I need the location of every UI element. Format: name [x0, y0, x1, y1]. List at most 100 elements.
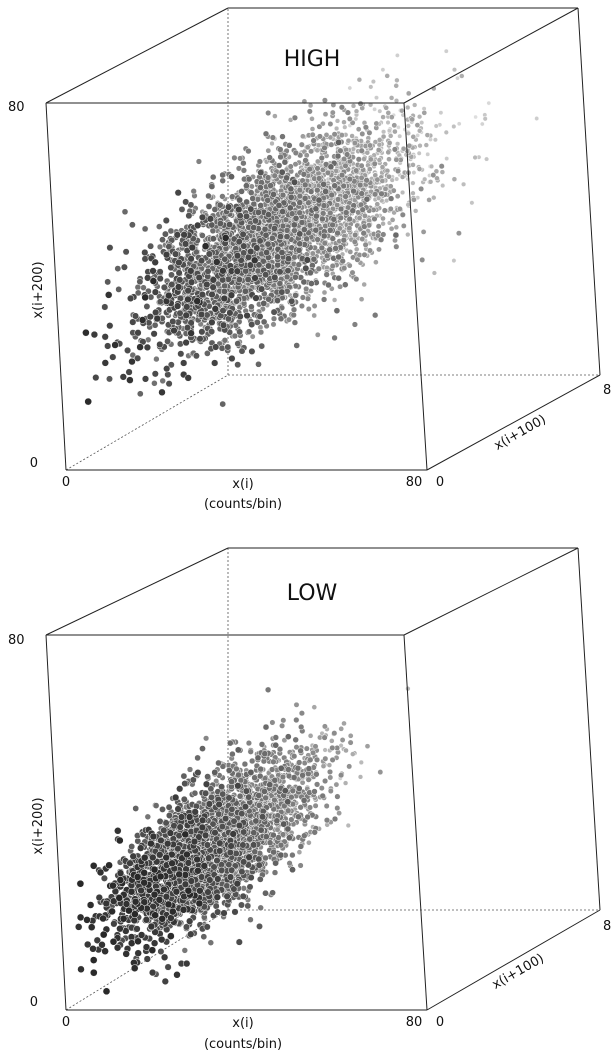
data-point	[272, 734, 280, 741]
data-point	[275, 202, 283, 209]
data-point	[376, 137, 383, 143]
data-point	[409, 116, 416, 123]
data-point	[349, 269, 356, 276]
data-point	[337, 283, 344, 290]
data-point	[249, 333, 256, 340]
data-point	[301, 181, 309, 189]
data-point	[314, 187, 321, 194]
data-point	[279, 191, 287, 199]
data-point	[287, 163, 294, 170]
data-point	[275, 162, 283, 169]
data-point	[430, 172, 437, 179]
data-point	[302, 157, 309, 164]
data-point	[265, 262, 272, 270]
data-point	[328, 191, 335, 199]
data-point	[419, 120, 425, 126]
data-point	[469, 200, 475, 206]
data-point	[342, 780, 349, 786]
data-point	[385, 119, 391, 126]
data-point	[289, 787, 296, 794]
data-point	[399, 107, 405, 114]
data-point	[305, 306, 312, 312]
data-point	[311, 704, 318, 710]
data-point	[283, 233, 291, 241]
data-point	[251, 274, 259, 282]
data-point	[250, 224, 258, 232]
data-point	[127, 294, 135, 302]
data-point	[285, 766, 292, 773]
data-point	[205, 203, 213, 210]
data-point	[361, 281, 367, 288]
data-point	[292, 214, 300, 222]
data-point	[362, 124, 369, 131]
data-point	[405, 90, 412, 97]
data-point	[315, 265, 322, 272]
data-point	[141, 375, 150, 383]
data-point	[426, 197, 432, 203]
data-point	[235, 771, 242, 779]
data-point	[184, 287, 192, 295]
data-point	[393, 156, 400, 163]
data-point	[131, 312, 140, 320]
data-point	[334, 152, 342, 160]
data-point	[307, 102, 314, 109]
data-point	[338, 171, 346, 179]
data-point	[122, 248, 130, 256]
data-point	[387, 195, 395, 202]
data-point	[415, 133, 421, 138]
box-edge	[577, 7, 601, 376]
data-point	[188, 243, 197, 252]
data-point	[219, 193, 226, 200]
y-tick-min: 0	[436, 475, 444, 490]
data-point	[323, 271, 330, 278]
data-point	[235, 205, 243, 214]
data-point	[172, 250, 180, 258]
data-point	[264, 196, 272, 204]
data-point	[400, 145, 407, 152]
data-point	[361, 223, 368, 230]
data-point	[379, 178, 386, 184]
data-point	[292, 149, 299, 156]
data-point	[238, 188, 245, 195]
data-point	[350, 103, 357, 109]
data-point	[357, 100, 364, 107]
data-point	[375, 223, 382, 230]
data-point	[451, 258, 457, 264]
data-point	[329, 221, 336, 229]
data-point	[320, 232, 328, 240]
data-point	[215, 759, 222, 767]
data-point	[438, 110, 444, 116]
data-point	[291, 319, 299, 326]
data-point	[331, 131, 338, 138]
data-point	[372, 106, 377, 112]
data-point	[256, 312, 264, 320]
data-point	[257, 202, 265, 209]
data-point	[432, 137, 438, 143]
data-point	[338, 772, 345, 779]
data-point	[350, 187, 357, 195]
data-point	[272, 113, 278, 119]
data-point	[337, 205, 345, 213]
data-point	[286, 860, 293, 867]
data-point	[229, 750, 236, 758]
data-point	[281, 158, 289, 166]
data-point	[313, 781, 321, 788]
data-point	[269, 234, 276, 242]
data-point	[312, 743, 319, 750]
data-point	[380, 114, 386, 120]
data-point	[151, 288, 160, 296]
data-point	[331, 334, 338, 342]
data-point	[357, 774, 364, 780]
data-point	[331, 297, 338, 303]
data-point	[389, 177, 395, 183]
data-point	[254, 319, 261, 326]
data-point	[486, 100, 492, 106]
data-point	[267, 182, 274, 189]
data-point	[241, 760, 249, 768]
data-point	[136, 343, 144, 351]
data-point	[298, 302, 305, 310]
data-point	[366, 217, 372, 224]
data-point	[265, 109, 272, 117]
data-point	[165, 380, 173, 388]
data-point	[247, 205, 255, 213]
